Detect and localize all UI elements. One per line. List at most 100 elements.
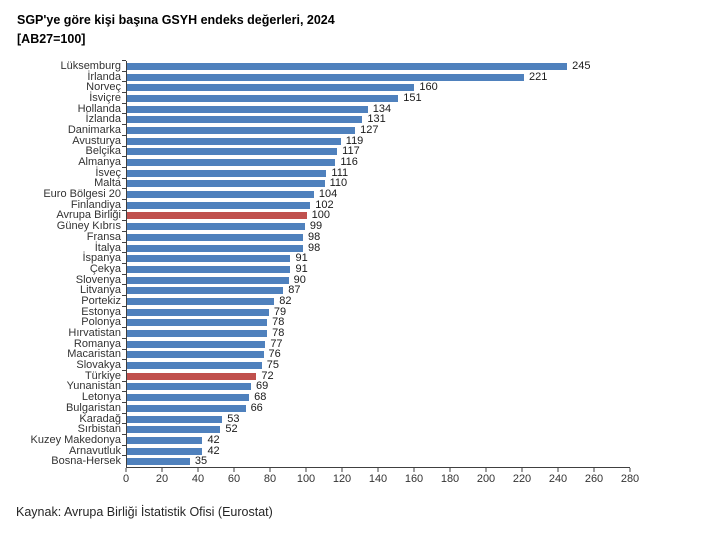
y-axis-tick bbox=[122, 412, 126, 414]
plot-cell: 77 bbox=[122, 337, 630, 350]
bar bbox=[127, 244, 304, 252]
category-label: İsviçre bbox=[89, 91, 121, 104]
y-axis-tick bbox=[122, 263, 126, 265]
plot-cell: 76 bbox=[122, 348, 630, 361]
bar-row: Letonya 68 bbox=[16, 391, 630, 403]
bar-row: Türkiye 72 bbox=[16, 369, 630, 382]
category-label: Belçika bbox=[85, 145, 121, 158]
plot-cell: 91 bbox=[122, 263, 630, 275]
bar-row: Bulgaristan 66 bbox=[16, 402, 630, 414]
value-label: 53 bbox=[227, 412, 240, 425]
x-axis-tick bbox=[305, 468, 307, 472]
plot-cell: 100 bbox=[122, 209, 630, 222]
bar bbox=[127, 308, 269, 316]
category-label: İspanya bbox=[82, 252, 121, 265]
category-label: Malta bbox=[94, 177, 121, 190]
plot-cell: 42 bbox=[122, 434, 630, 446]
x-axis-tick bbox=[197, 468, 199, 472]
bar bbox=[127, 404, 246, 412]
category-label: Lüksemburg bbox=[60, 59, 121, 72]
category-label: Danimarka bbox=[67, 123, 121, 136]
category-label: Hırvatistan bbox=[68, 327, 121, 340]
y-axis-tick bbox=[122, 241, 126, 243]
bar-row: Fransa 98 bbox=[16, 231, 630, 243]
x-axis-tick-label: 220 bbox=[512, 473, 532, 485]
x-axis-tick-label: 0 bbox=[122, 473, 130, 485]
bar-row: Hırvatistan 78 bbox=[16, 327, 630, 340]
x-axis-tick bbox=[413, 468, 415, 472]
plot-cell: 75 bbox=[122, 359, 630, 372]
plot-cell: 53 bbox=[122, 412, 630, 425]
bar-row: Belçika 117 bbox=[16, 145, 630, 158]
bar-row: Macaristan 76 bbox=[16, 348, 630, 361]
plot-cell: 134 bbox=[122, 102, 630, 115]
bar bbox=[127, 159, 336, 167]
bar-row: Romanya 77 bbox=[16, 337, 630, 350]
bar bbox=[127, 330, 268, 338]
chart-subtitle: [AB27=100] bbox=[17, 32, 86, 46]
chart-title: SGP'ye göre kişi başına GSYH endeks değe… bbox=[17, 13, 335, 27]
bar bbox=[127, 426, 221, 434]
bar-row: Güney Kıbrıs 99 bbox=[16, 220, 630, 233]
y-axis-tick bbox=[122, 209, 126, 211]
bar-row: Karadağ 53 bbox=[16, 412, 630, 425]
plot-cell: 69 bbox=[122, 380, 630, 393]
category-label: Avusturya bbox=[72, 134, 121, 147]
bar bbox=[127, 372, 257, 380]
y-axis-tick bbox=[122, 359, 126, 361]
x-axis-tick bbox=[377, 468, 379, 472]
plot-cell: 68 bbox=[122, 391, 630, 403]
y-axis-tick bbox=[122, 316, 126, 318]
bar-row: Portekiz 82 bbox=[16, 295, 630, 307]
value-label: 221 bbox=[529, 70, 548, 83]
source-note: Kaynak: Avrupa Birliği İstatistik Ofisi … bbox=[16, 505, 273, 519]
bar-row: Avusturya 119 bbox=[16, 134, 630, 147]
bar bbox=[127, 447, 203, 455]
value-label: 77 bbox=[270, 337, 283, 350]
y-axis-tick bbox=[122, 177, 126, 179]
plot-cell: 98 bbox=[122, 231, 630, 243]
y-axis-tick bbox=[122, 102, 126, 104]
bar-row: Finlandiya 102 bbox=[16, 198, 630, 211]
category-label: Arnavutluk bbox=[69, 444, 121, 457]
y-axis-tick bbox=[122, 156, 126, 158]
y-axis-tick bbox=[122, 113, 126, 115]
y-axis-tick bbox=[122, 70, 126, 72]
plot-cell: 111 bbox=[122, 166, 630, 179]
x-axis-tick-label: 200 bbox=[476, 473, 496, 485]
x-axis-tick bbox=[125, 468, 127, 472]
category-label: Sırbistan bbox=[77, 423, 121, 436]
plot-cell: 78 bbox=[122, 327, 630, 339]
x-axis-tick bbox=[521, 468, 523, 472]
plot-cell: 42 bbox=[122, 444, 630, 457]
category-label: Romanya bbox=[73, 337, 121, 350]
y-axis-tick bbox=[122, 434, 126, 436]
x-axis-tick-label: 140 bbox=[368, 473, 388, 485]
category-label: Türkiye bbox=[84, 369, 121, 382]
value-label: 78 bbox=[272, 316, 285, 329]
bar-row: Lüksemburg 245 bbox=[16, 59, 630, 72]
x-axis-tick bbox=[485, 468, 487, 472]
value-label: 75 bbox=[266, 359, 279, 372]
bar bbox=[127, 212, 307, 220]
y-axis-tick bbox=[122, 60, 126, 61]
plot-cell: 110 bbox=[122, 177, 630, 190]
bar bbox=[127, 223, 305, 231]
bar-row: Norveç 160 bbox=[16, 81, 630, 94]
y-axis-tick bbox=[122, 252, 126, 254]
value-label: 102 bbox=[315, 198, 334, 211]
value-label: 99 bbox=[309, 220, 323, 233]
bar bbox=[127, 458, 190, 466]
plot-cell: 151 bbox=[122, 92, 630, 104]
bar bbox=[127, 287, 284, 295]
category-label: İsveç bbox=[95, 166, 121, 179]
bar-chart: Lüksemburg 245 İrlanda 221 Norveç 160 İsviçre 1… bbox=[16, 59, 639, 492]
y-axis-tick bbox=[122, 455, 126, 457]
y-axis-tick bbox=[122, 92, 126, 94]
bar-row: Bosna-Hersek 35 bbox=[16, 455, 630, 468]
category-label: Finlandiya bbox=[70, 198, 121, 211]
value-label: 111 bbox=[331, 166, 349, 179]
y-axis-tick bbox=[122, 284, 126, 286]
x-axis-tick-label: 20 bbox=[155, 473, 169, 485]
bar bbox=[127, 265, 291, 273]
